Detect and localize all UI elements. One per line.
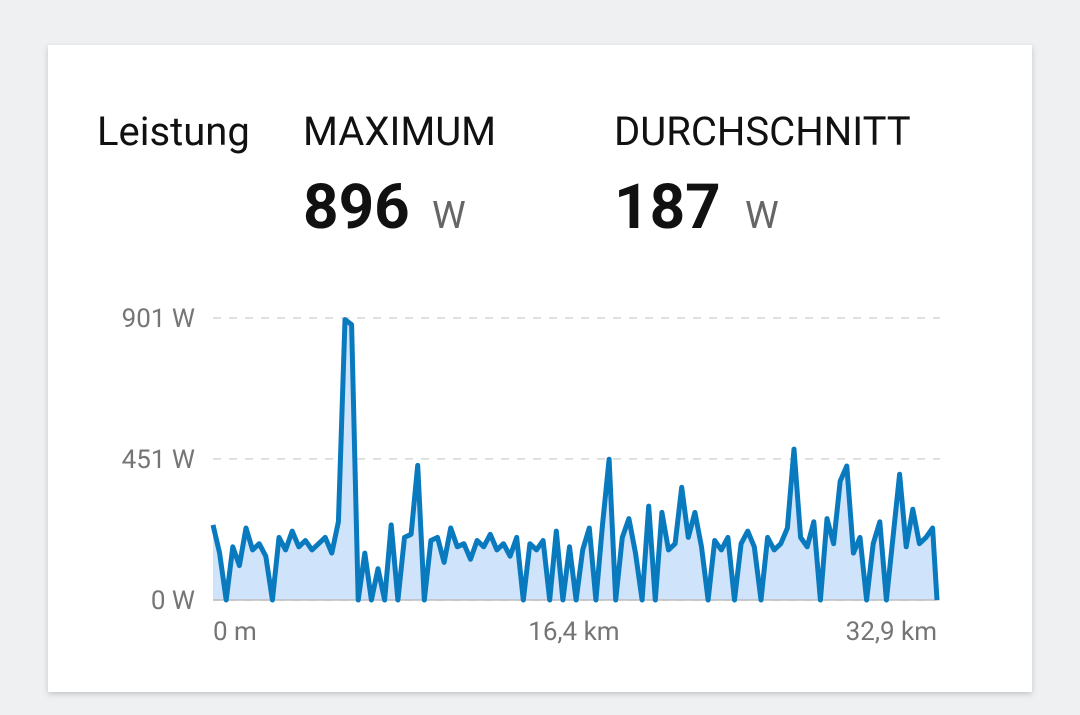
y-tick-label: 0 W [151, 586, 195, 616]
line [210, 317, 940, 603]
stat-unit: W [745, 194, 779, 238]
stat-label: DURCHSCHNITT [614, 108, 911, 155]
x-tick-label: 0 m [213, 617, 257, 647]
stat-label: MAXIMUM [303, 108, 496, 155]
area [213, 319, 937, 600]
stat-unit: W [432, 194, 466, 238]
title: Leistung [97, 108, 250, 155]
y-tick-label: 451 W [122, 445, 195, 475]
x-tick-label: 32,9 km [846, 617, 937, 647]
stat-value: 896 [303, 171, 410, 244]
stat-value: 187 [614, 171, 721, 244]
y-tick-label: 901 W [122, 304, 195, 334]
x-tick-label: 16,4 km [528, 617, 619, 647]
